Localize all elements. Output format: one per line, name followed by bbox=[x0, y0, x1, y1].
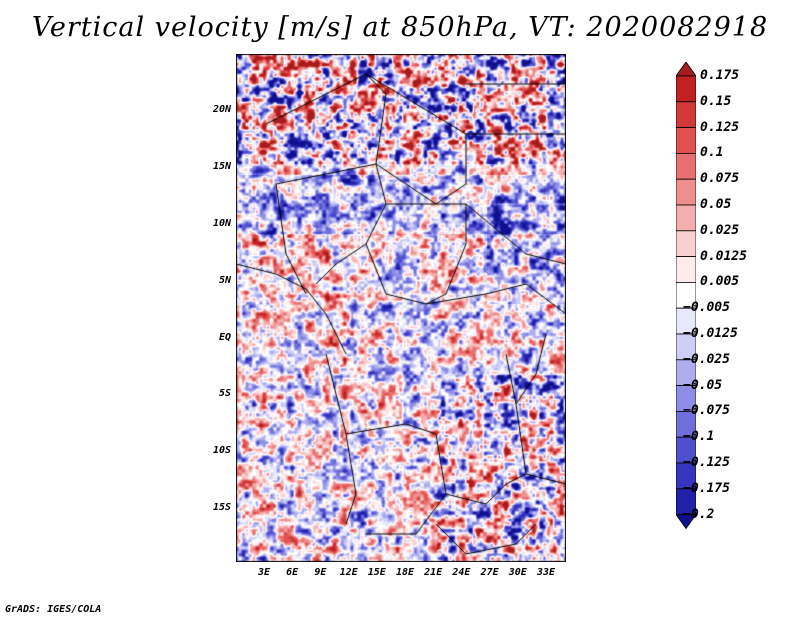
lat-tick-label: 5N bbox=[218, 275, 231, 286]
lat-tick-label: 15N bbox=[212, 161, 231, 172]
colorbar-label: −0.2 bbox=[683, 506, 715, 522]
vertical-velocity-field bbox=[236, 54, 566, 562]
colorbar-segment bbox=[676, 256, 696, 283]
lon-tick-label: 30E bbox=[508, 567, 527, 578]
colorbar-label: 0.175 bbox=[700, 68, 740, 83]
colorbar-segment bbox=[676, 62, 696, 77]
colorbar-segment bbox=[676, 153, 696, 180]
lon-tick-label: 33E bbox=[536, 567, 556, 578]
colorbar-segment bbox=[676, 204, 696, 232]
colorbar-label: −0.175 bbox=[683, 480, 730, 496]
colorbar-label: 0.1 bbox=[700, 145, 724, 161]
colorbar-label: −0.0125 bbox=[683, 326, 738, 341]
colorbar-label: −0.075 bbox=[683, 403, 730, 419]
colorbar-segment bbox=[676, 514, 696, 530]
colorbar-segment bbox=[676, 230, 696, 258]
lon-tick-label: 9E bbox=[314, 567, 327, 578]
colorbar-segment bbox=[676, 75, 696, 103]
lon-tick-label: 21E bbox=[424, 567, 443, 578]
colorbar-label: 0.005 bbox=[700, 274, 740, 290]
lon-tick-label: 12E bbox=[339, 567, 358, 578]
colorbar-label: 0.125 bbox=[700, 119, 740, 135]
colorbar-label: −0.1 bbox=[683, 429, 715, 445]
lon-tick-label: 6E bbox=[286, 567, 299, 578]
colorbar-label: 0.0125 bbox=[700, 248, 747, 264]
colorbar-segment bbox=[676, 178, 696, 206]
colorbar-label: 0.075 bbox=[700, 171, 740, 187]
colorbar-segment bbox=[676, 101, 696, 128]
lat-tick-label: 10N bbox=[212, 218, 231, 229]
lat-tick-label: 10S bbox=[212, 445, 231, 456]
colorbar-label: −0.125 bbox=[683, 455, 730, 470]
grads-credit: GrADS: IGES/COLA bbox=[5, 604, 102, 615]
lon-tick-label: 27E bbox=[480, 567, 499, 578]
lon-tick-label: 3E bbox=[257, 567, 271, 578]
lat-tick-label: EQ bbox=[218, 332, 231, 343]
lon-tick-label: 24E bbox=[452, 567, 471, 578]
lon-tick-label: 18E bbox=[395, 567, 415, 578]
lat-tick-label: 20N bbox=[212, 104, 231, 115]
colorbar-label: 0.15 bbox=[700, 93, 732, 109]
colorbar-segment bbox=[676, 127, 696, 154]
lat-tick-label: 5S bbox=[218, 388, 231, 399]
colorbar-label: 0.05 bbox=[700, 197, 732, 212]
colorbar-label: −0.05 bbox=[683, 377, 723, 393]
colorbar bbox=[676, 62, 696, 530]
colorbar-label: −0.005 bbox=[683, 300, 730, 316]
colorbar-label: −0.025 bbox=[683, 351, 730, 367]
colorbar-label: 0.025 bbox=[700, 222, 740, 238]
lon-tick-label: 15E bbox=[367, 567, 386, 578]
chart-title: Vertical velocity [m/s] at 850hPa, VT: 2… bbox=[31, 12, 769, 43]
lat-tick-label: 15S bbox=[212, 502, 231, 513]
